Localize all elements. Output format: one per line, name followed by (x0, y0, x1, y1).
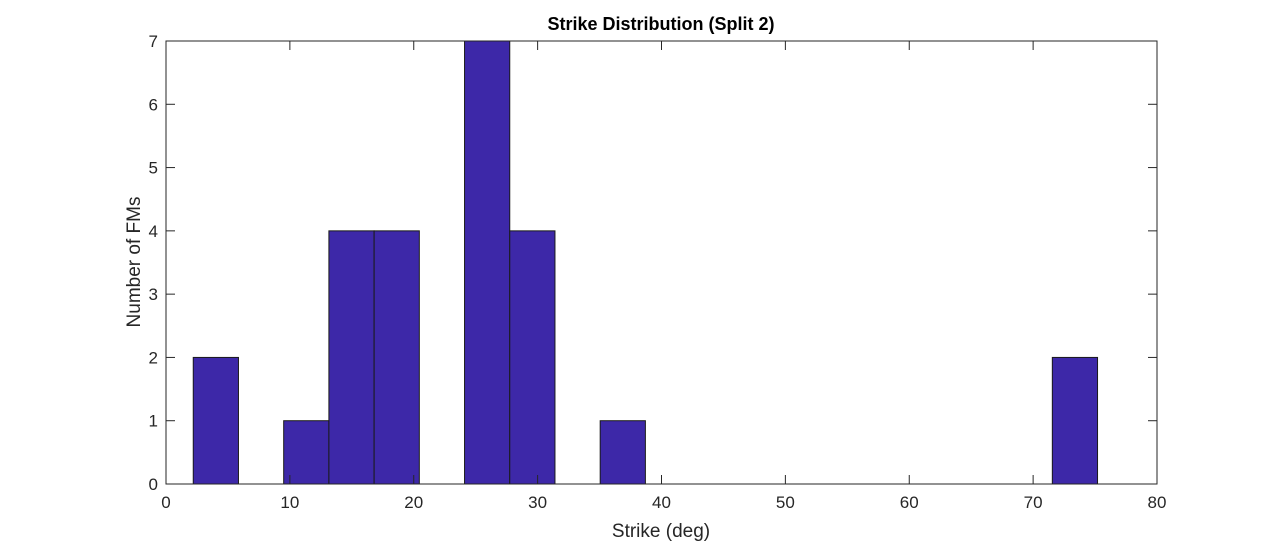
histogram-bar (509, 230, 556, 485)
histogram-bar (464, 40, 511, 485)
y-tick-label: 6 (149, 95, 158, 114)
y-axis-label: Number of FMs (124, 197, 145, 328)
y-tick-label: 7 (149, 32, 158, 51)
y-tick-label: 2 (149, 348, 158, 367)
x-tick-label: 80 (1148, 493, 1167, 512)
y-tick-label: 3 (149, 285, 158, 304)
y-tick-label: 0 (149, 475, 158, 494)
histogram-bar (192, 356, 239, 485)
x-tick-label: 40 (652, 493, 671, 512)
histogram-bar (599, 420, 646, 485)
bars-group (192, 40, 1099, 485)
x-tick-label: 20 (404, 493, 423, 512)
axes-group: 0 10 20 30 40 50 60 70 80 0 1 2 3 4 5 6 7 (149, 32, 1167, 512)
histogram-bar (1051, 356, 1099, 485)
y-tick-label: 1 (149, 412, 158, 431)
x-tick-label: 60 (900, 493, 919, 512)
x-tick-label: 30 (528, 493, 547, 512)
y-tick-label: 5 (149, 159, 158, 178)
x-tick-label: 50 (776, 493, 795, 512)
y-tick-label: 4 (149, 222, 158, 241)
histogram-bar (373, 230, 420, 485)
histogram-bar (328, 230, 375, 485)
x-axis-label: Strike (deg) (612, 521, 710, 542)
chart-title: Strike Distribution (Split 2) (547, 14, 774, 34)
x-tick-label: 0 (161, 493, 170, 512)
axes-box (165, 40, 1158, 485)
histogram-bar (283, 420, 330, 485)
x-tick-label: 10 (280, 493, 299, 512)
x-tick-label: 70 (1024, 493, 1043, 512)
